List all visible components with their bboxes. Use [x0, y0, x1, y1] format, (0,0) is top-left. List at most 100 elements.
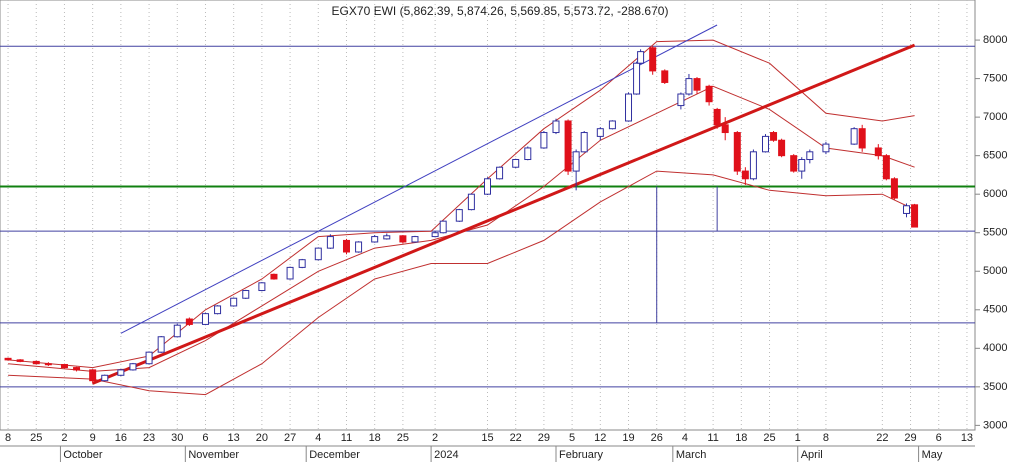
- candle-body: [911, 204, 919, 228]
- candle-body: [298, 259, 306, 268]
- x-tick-label: 22: [876, 432, 888, 444]
- candle-body: [596, 128, 604, 137]
- candle-body: [467, 193, 475, 211]
- candle-body: [185, 318, 193, 325]
- candle-body: [326, 236, 334, 249]
- x-tick-label: 19: [622, 432, 634, 444]
- x-tick-label: 15: [481, 432, 493, 444]
- candle-body: [761, 135, 769, 153]
- candle-body: [157, 336, 165, 353]
- candle-body: [258, 282, 266, 292]
- candle-body: [383, 235, 391, 240]
- candle-body: [230, 297, 238, 307]
- y-tick-label: 7500: [983, 73, 1007, 85]
- x-tick-label: 9: [90, 432, 96, 444]
- candle-body: [484, 178, 491, 195]
- x-tick-label: 1: [795, 432, 801, 444]
- month-label: April: [801, 449, 823, 461]
- trendline: [120, 24, 718, 334]
- candle-body: [806, 151, 814, 161]
- candle-body: [44, 363, 52, 366]
- month-label: February: [559, 449, 604, 461]
- candle-body: [564, 120, 572, 172]
- x-tick-label: 26: [651, 432, 663, 444]
- candle-body: [637, 51, 645, 64]
- candle-body: [89, 369, 97, 382]
- x-tick-label: 27: [284, 432, 296, 444]
- candle-body: [580, 132, 588, 153]
- y-tick-label: 5500: [983, 227, 1007, 239]
- candle-body: [540, 132, 548, 149]
- candle-body: [117, 369, 125, 376]
- y-tick-label: 3500: [983, 381, 1007, 393]
- candle-body: [749, 151, 757, 180]
- x-tick-label: 4: [682, 432, 688, 444]
- x-tick-label: 25: [763, 432, 775, 444]
- y-tick-label: 8000: [983, 34, 1007, 46]
- x-tick-label: 13: [228, 432, 240, 444]
- x-tick-label: 25: [30, 432, 42, 444]
- candle-body: [101, 374, 109, 382]
- candle-body: [903, 205, 911, 214]
- month-label: 2024: [434, 449, 458, 461]
- chart-title: EGX70 EWI (5,862.39, 5,874.26, 5,569.85,…: [332, 4, 669, 18]
- candle-body: [778, 139, 786, 157]
- candle-body: [858, 128, 866, 149]
- candle-body: [73, 367, 81, 371]
- candle-body: [685, 78, 693, 95]
- candle-body: [661, 70, 669, 83]
- candle-body: [822, 143, 830, 153]
- candle-body: [625, 93, 633, 122]
- candle-body: [496, 166, 504, 180]
- candle-body: [770, 132, 778, 141]
- candle-body: [713, 108, 721, 126]
- candle-body: [733, 132, 741, 172]
- x-tick-label: 8: [823, 432, 829, 444]
- plot-frame: [0, 0, 976, 431]
- candle-body: [633, 62, 641, 95]
- candle-body: [201, 313, 209, 325]
- y-tick-label: 6000: [983, 188, 1007, 200]
- x-tick-label: 8: [5, 432, 11, 444]
- x-tick-label: 2: [61, 432, 67, 444]
- x-tick-label: 4: [315, 432, 321, 444]
- y-tick-label: 7000: [983, 111, 1007, 123]
- candle-body: [693, 78, 701, 91]
- x-tick-label: 29: [904, 432, 916, 444]
- candle-body: [60, 363, 68, 369]
- candle-body: [721, 124, 729, 134]
- x-tick-label: 16: [115, 432, 127, 444]
- x-tick-label: 18: [735, 432, 747, 444]
- month-label: October: [63, 449, 102, 461]
- candle-body: [572, 151, 580, 172]
- x-tick-label: 22: [510, 432, 522, 444]
- candle-body: [608, 120, 616, 130]
- candle-body: [874, 147, 882, 157]
- candle-body: [145, 351, 153, 365]
- candle-body: [524, 147, 532, 161]
- month-label: December: [309, 449, 360, 461]
- candle-body: [455, 209, 463, 222]
- candle-body: [431, 232, 439, 238]
- band-lower: [8, 170, 915, 396]
- x-tick-label: 29: [538, 432, 550, 444]
- candle-body: [439, 220, 447, 234]
- candle-body: [129, 363, 137, 371]
- x-tick-label: 30: [171, 432, 183, 444]
- candle-body: [649, 47, 657, 72]
- candle-body: [214, 305, 222, 315]
- x-tick-label: 2: [432, 432, 438, 444]
- y-tick-label: 4500: [983, 304, 1007, 316]
- x-tick-label: 11: [707, 432, 718, 444]
- month-label: March: [676, 449, 707, 461]
- x-tick-label: 18: [369, 432, 381, 444]
- candle-body: [399, 235, 407, 243]
- band-middle: [8, 85, 915, 372]
- candle-body: [798, 159, 806, 172]
- candle-body: [173, 324, 181, 338]
- candle-body: [552, 120, 560, 134]
- x-tick-label: 6: [202, 432, 208, 444]
- x-tick-label: 11: [341, 432, 352, 444]
- candle-body: [790, 155, 798, 172]
